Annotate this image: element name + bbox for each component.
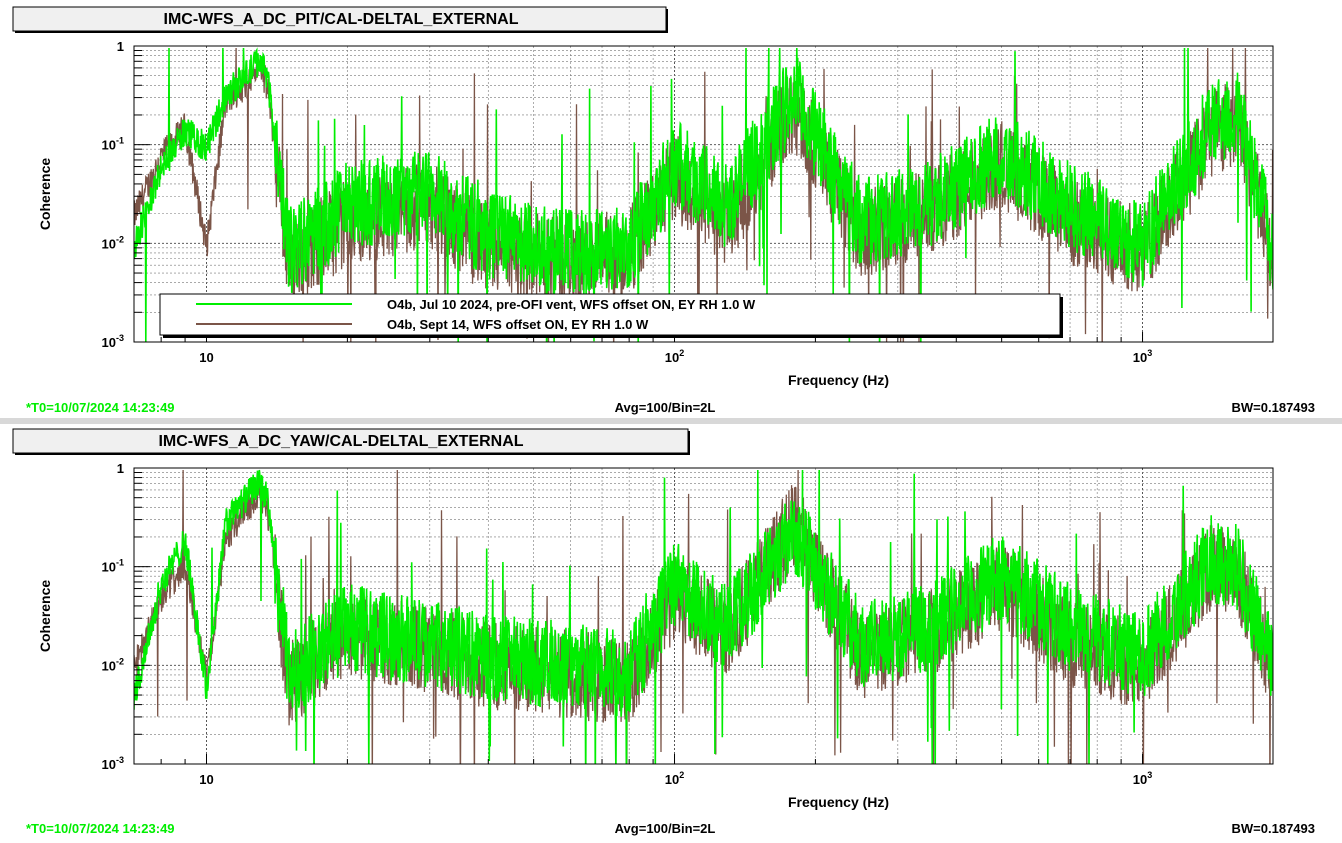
t0-label: *T0=10/07/2024 14:23:49 bbox=[26, 400, 175, 415]
x-tick-label: 10 bbox=[199, 350, 213, 365]
panel-title: IMC-WFS_A_DC_YAW/CAL-DELTAL_EXTERNAL bbox=[158, 433, 523, 450]
series-line-1 bbox=[134, 47, 1273, 342]
y-tick-label: 10-3 bbox=[102, 333, 124, 350]
panel-2: IMC-WFS_A_DC_YAW/CAL-DELTAL_EXTERNAL 10 10… bbox=[12, 428, 1315, 836]
t0-label: *T0=10/07/2024 14:23:49 bbox=[26, 821, 175, 836]
legend: O4b, Jul 10 2024, pre-OFI vent, WFS offs… bbox=[159, 293, 1063, 338]
avg-bin-label: Avg=100/Bin=2L bbox=[615, 400, 716, 415]
panel-1: IMC-WFS_A_DC_PIT/CAL-DELTAL_EXTERNAL 10 10… bbox=[12, 6, 1315, 415]
y-tick-label: 10-1 bbox=[102, 558, 124, 575]
x-tick-label: 102 bbox=[665, 770, 684, 787]
legend-label: O4b, Sept 14, WFS offset ON, EY RH 1.0 W bbox=[387, 317, 649, 332]
legend-box bbox=[159, 293, 1061, 336]
plot-frame bbox=[133, 467, 1274, 765]
legend-label: O4b, Jul 10 2024, pre-OFI vent, WFS offs… bbox=[387, 297, 756, 312]
y-tick-label: 1 bbox=[117, 39, 124, 54]
plot-frame bbox=[133, 45, 1274, 343]
avg-bin-label: Avg=100/Bin=2L bbox=[615, 821, 716, 836]
y-tick-label: 10-1 bbox=[102, 136, 124, 153]
panel-title: IMC-WFS_A_DC_PIT/CAL-DELTAL_EXTERNAL bbox=[164, 11, 519, 28]
x-axis-label: Frequency (Hz) bbox=[788, 372, 889, 388]
panel-separator bbox=[0, 418, 1342, 424]
y-axis-label: Coherence bbox=[37, 158, 53, 231]
y-tick-label: 10-2 bbox=[102, 234, 124, 251]
x-axis-label: Frequency (Hz) bbox=[788, 794, 889, 810]
y-axis-label: Coherence bbox=[37, 580, 53, 653]
x-tick-label: 103 bbox=[1133, 348, 1152, 365]
title-box bbox=[12, 428, 689, 454]
series-line-1 bbox=[134, 469, 1273, 764]
x-tick-label: 103 bbox=[1133, 770, 1152, 787]
title-box bbox=[12, 6, 667, 32]
x-tick-label: 102 bbox=[665, 348, 684, 365]
bandwidth-label: BW=0.187493 bbox=[1232, 400, 1315, 415]
y-tick-label: 10-2 bbox=[102, 656, 124, 673]
bandwidth-label: BW=0.187493 bbox=[1232, 821, 1315, 836]
y-tick-label: 10-3 bbox=[102, 755, 124, 772]
x-tick-label: 10 bbox=[199, 772, 213, 787]
y-tick-label: 1 bbox=[117, 461, 124, 476]
